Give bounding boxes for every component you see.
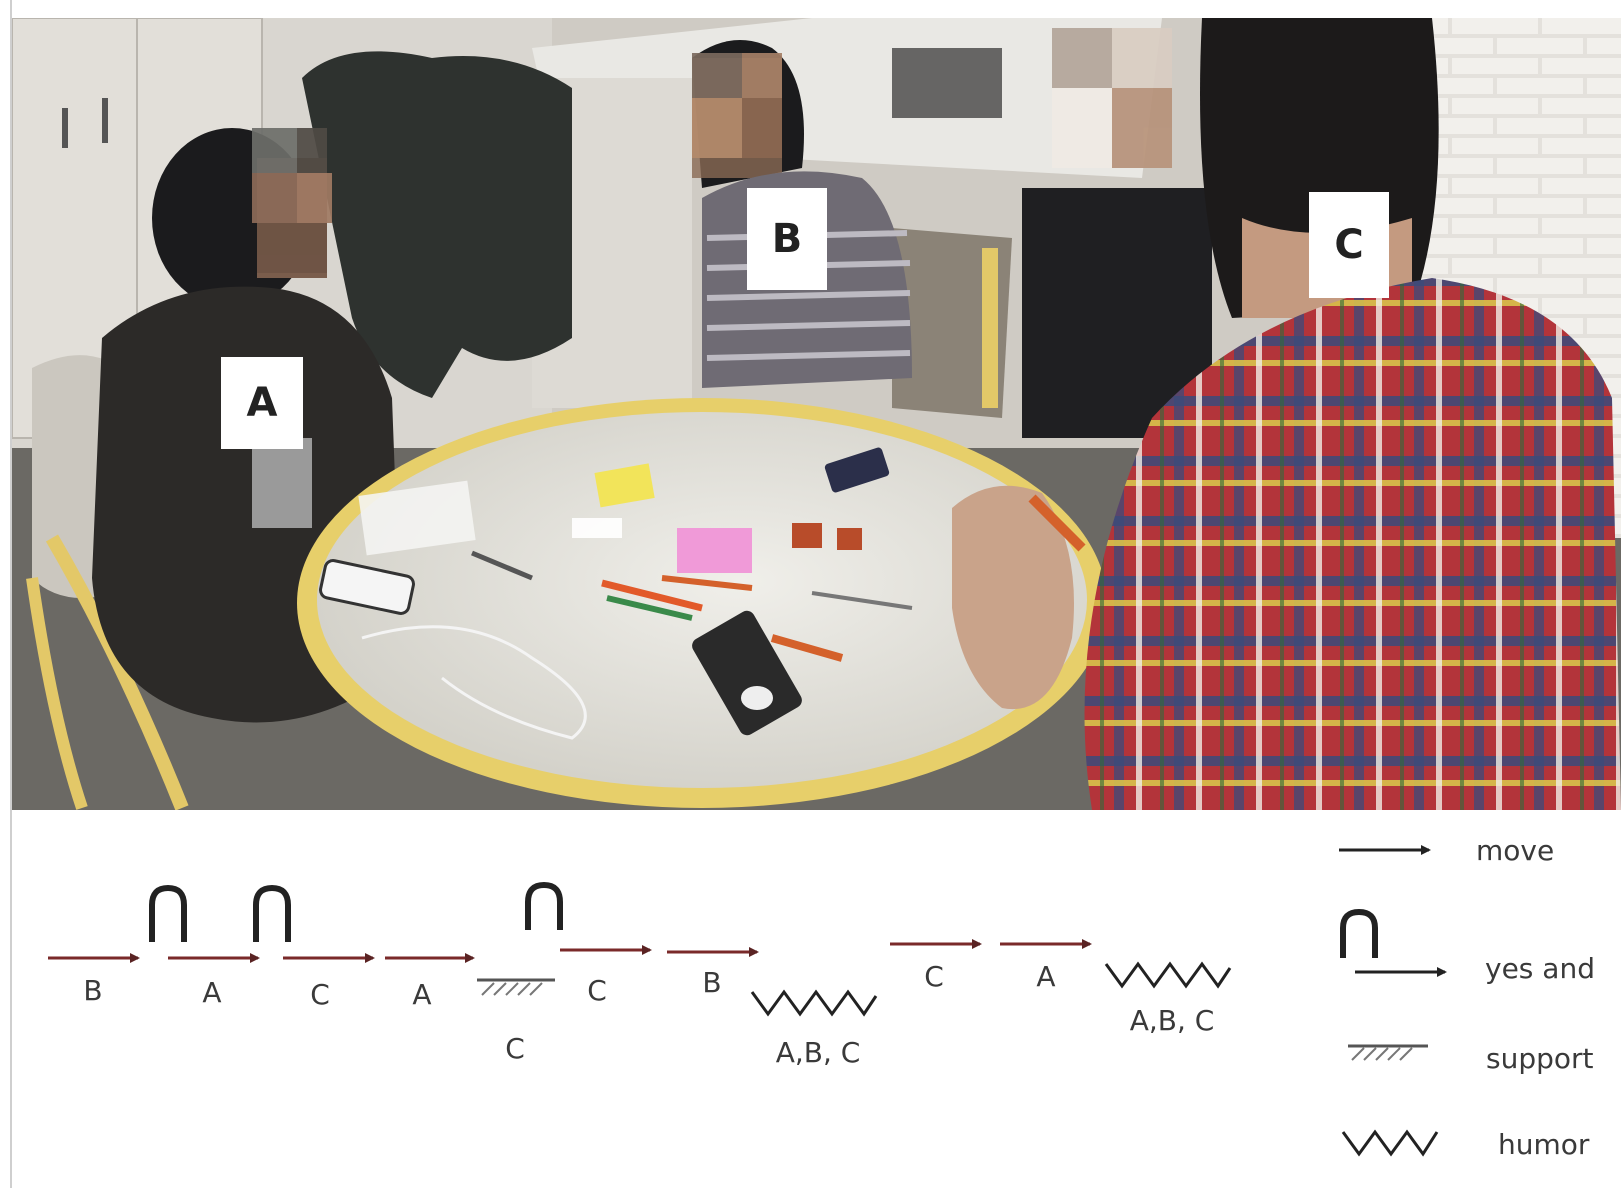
sequence-row: B A C A C C [48,881,1232,1069]
speaker-label: B [702,966,721,999]
yes-and-icon [253,884,291,942]
person-label-a: A [221,357,303,449]
legend-move-label: move [1476,834,1554,867]
speaker-label: C [505,1032,525,1065]
person-label-b: B [747,188,827,290]
meeting-photo: A B C [12,18,1621,810]
left-border-line [10,0,12,1188]
speaker-label: A [412,978,431,1011]
legend-humor-icon [1341,1129,1439,1157]
speaker-label: A,B, C [776,1036,861,1069]
legend-yes-and-label: yes and [1485,952,1595,985]
legend-support-label: support [1486,1042,1594,1075]
speaker-label: B [83,974,102,1007]
speaker-label: A [202,976,221,1009]
humor-icon [750,989,878,1017]
yes-and-icon [149,884,187,942]
legend-humor-label: humor [1498,1128,1590,1161]
humor-icon [1104,961,1232,989]
legend: move yes and support humor [1339,834,1595,1161]
legend-support-hatch [1351,1047,1413,1061]
speaker-label: C [310,978,330,1011]
yes-and-icon [525,881,563,930]
speaker-label: A,B, C [1130,1004,1215,1037]
legend-yes-and-icon [1340,908,1378,958]
speaker-label: C [587,974,607,1007]
person-label-c: C [1309,192,1389,298]
speaker-label: C [924,960,944,993]
support-hatch [481,982,543,996]
speaker-label: A [1036,960,1055,993]
